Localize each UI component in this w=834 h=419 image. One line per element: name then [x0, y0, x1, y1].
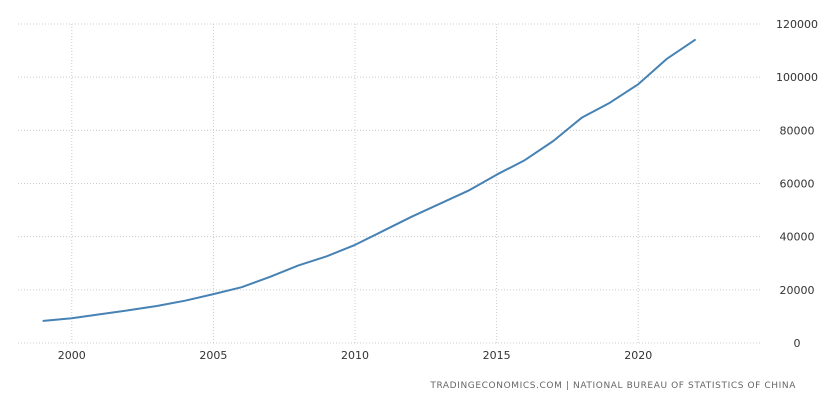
y-tick-label: 60000	[780, 178, 815, 191]
x-tick-label: 2010	[341, 349, 369, 362]
x-axis-tick-labels: 2000 2005 2010 2015 2020	[58, 349, 652, 362]
y-tick-label: 40000	[780, 231, 815, 244]
series-line	[42, 38, 696, 322]
x-tick-label: 2015	[483, 349, 511, 362]
series-layer	[42, 38, 696, 322]
y-tick-label: 120000	[776, 18, 818, 31]
y-tick-label: 100000	[776, 71, 818, 84]
y-axis-tick-labels: 0 20000 40000 60000 80000 100000 120000	[776, 18, 818, 350]
y-tick-label: 20000	[780, 284, 815, 297]
y-tick-label: 80000	[780, 124, 815, 137]
y-tick-label: 0	[794, 337, 801, 350]
gridlines	[18, 23, 760, 344]
x-tick-label: 2005	[199, 349, 227, 362]
x-tick-label: 2020	[624, 349, 652, 362]
source-credit: TRADINGECONOMICS.COM | NATIONAL BUREAU O…	[430, 381, 796, 391]
x-tick-label: 2000	[58, 349, 86, 362]
